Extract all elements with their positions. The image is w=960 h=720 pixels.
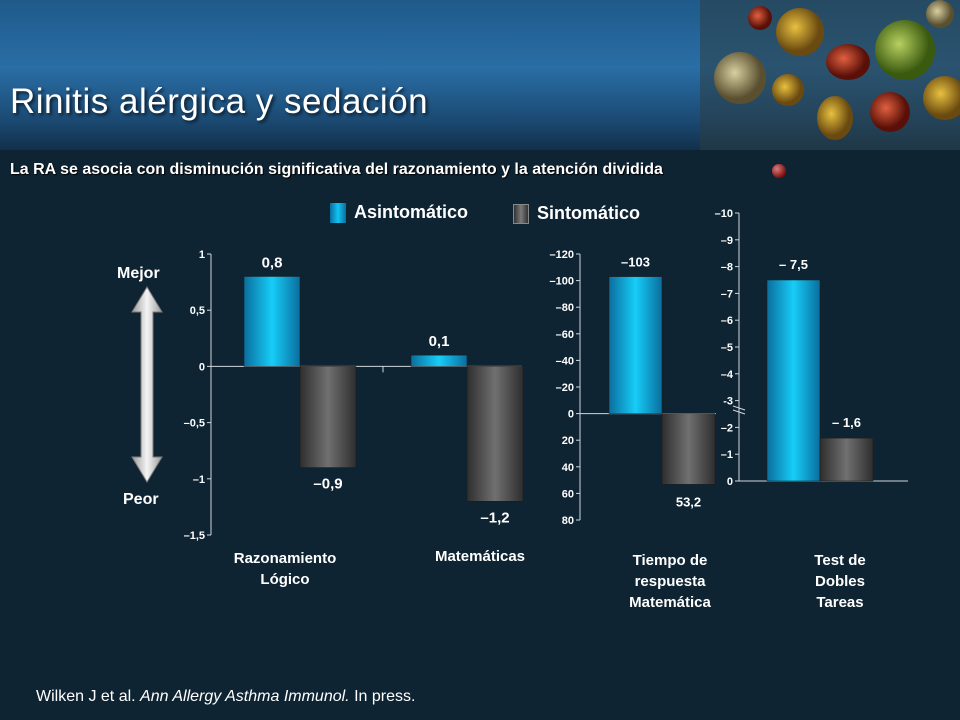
data-label-asymptomatic: 0,1 bbox=[429, 333, 450, 350]
y-tick-label: –1 bbox=[721, 449, 733, 461]
slide-title: Rinitis alérgica y sedación bbox=[10, 82, 429, 121]
y-tick-label: –100 bbox=[550, 276, 574, 288]
chart-reasoning-math: 1 0,5 0 –0,5 –1 –1,5 0,8 –0,9 0,1 –1,2 bbox=[184, 249, 524, 542]
chart-dual-task: –10–9–8–7–6–5–4-3–2–10– 7,5– 1,6 bbox=[715, 208, 908, 488]
data-label-asymptomatic: 0,8 bbox=[262, 254, 283, 271]
category-label-response-time: Tiempo de respuesta Matemática bbox=[629, 552, 711, 611]
header-banner bbox=[0, 0, 960, 150]
data-label-symptomatic: –1,2 bbox=[480, 509, 509, 526]
y-tick-label: –40 bbox=[556, 355, 574, 367]
y-tick-label: –7 bbox=[721, 288, 733, 300]
slide-subtitle: La RA se asocia con disminución signific… bbox=[10, 161, 663, 178]
y-tick-label: 1 bbox=[199, 249, 205, 261]
bar-symptomatic bbox=[299, 366, 357, 468]
bar-symptomatic bbox=[466, 366, 524, 502]
y-tick-label: –10 bbox=[715, 208, 733, 220]
y-tick-label: 60 bbox=[562, 488, 574, 500]
chart-math-response-time: –120 –100 –80 –60 –40 –20 0 20 40 60 80 –103 53,2 bbox=[550, 249, 716, 527]
y-tick-label: –120 bbox=[550, 249, 574, 261]
legend-label-asymptomatic: Asintomático bbox=[354, 202, 469, 222]
y-tick-label: –1 bbox=[193, 474, 205, 486]
bar-asymptomatic bbox=[766, 279, 821, 482]
data-label-symptomatic: 53,2 bbox=[676, 494, 701, 509]
y-tick-label: –60 bbox=[556, 329, 574, 341]
y-tick-label: 80 bbox=[562, 515, 574, 527]
category-label-math: Matemáticas bbox=[434, 548, 526, 565]
data-label-asymptomatic: –103 bbox=[621, 255, 650, 270]
y-tick-label: 0 bbox=[199, 361, 205, 373]
bullet-dot-icon bbox=[772, 164, 786, 178]
y-tick-label: 0,5 bbox=[190, 305, 205, 317]
citation-status: In press. bbox=[354, 688, 416, 705]
legend-asymptomatic: Asintomático bbox=[330, 202, 468, 223]
legend-label-symptomatic: Sintomático bbox=[537, 203, 641, 223]
y-tick-label: 40 bbox=[562, 462, 574, 474]
data-label-asymptomatic: – 7,5 bbox=[779, 257, 808, 272]
bar-asymptomatic bbox=[410, 354, 468, 367]
data-label-symptomatic: –0,9 bbox=[313, 476, 342, 493]
y-tick-label: –0,5 bbox=[184, 418, 205, 430]
better-worse-arrow bbox=[131, 286, 163, 483]
bar-symptomatic bbox=[819, 437, 874, 482]
legend-swatch-symptomatic bbox=[513, 203, 529, 224]
axis-break-marker bbox=[732, 405, 746, 415]
y-tick-label: 0 bbox=[727, 476, 733, 488]
y-tick-label: –1,5 bbox=[184, 530, 205, 542]
y-tick-label: –4 bbox=[721, 369, 734, 381]
citation: Wilken J et al. Ann Allergy Asthma Immun… bbox=[36, 688, 415, 706]
bar-symptomatic bbox=[661, 413, 716, 485]
y-tick-label: –9 bbox=[721, 235, 733, 247]
y-tick-label: –20 bbox=[556, 382, 574, 394]
y-tick-label: –8 bbox=[721, 262, 733, 274]
pollen-illustration bbox=[700, 0, 960, 150]
category-label-reasoning: Razonamiento Lógico bbox=[233, 550, 337, 588]
citation-authors: Wilken J et al. bbox=[36, 688, 136, 705]
y-tick-label: –80 bbox=[556, 302, 574, 314]
y-tick-label: 20 bbox=[562, 435, 574, 447]
worse-label: Peor bbox=[123, 491, 159, 508]
data-label-symptomatic: – 1,6 bbox=[832, 415, 861, 430]
y-tick-label: -3 bbox=[723, 396, 733, 408]
y-tick-label: 0 bbox=[568, 409, 574, 421]
legend-swatch-asymptomatic bbox=[330, 202, 346, 223]
legend-symptomatic: Sintomático bbox=[513, 203, 640, 224]
bar-asymptomatic bbox=[243, 276, 301, 367]
y-tick-label: –2 bbox=[721, 422, 733, 434]
y-tick-label: –6 bbox=[721, 315, 733, 327]
bar-asymptomatic bbox=[608, 276, 663, 414]
citation-journal: Ann Allergy Asthma Immunol. bbox=[140, 688, 350, 705]
y-tick-label: –5 bbox=[721, 342, 733, 354]
category-label-dual-task: Test de Dobles Tareas bbox=[814, 552, 866, 611]
better-label: Mejor bbox=[117, 265, 160, 282]
